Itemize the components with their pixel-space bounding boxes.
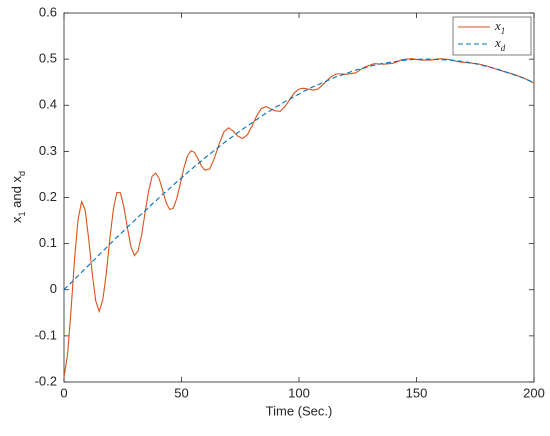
series-line xyxy=(63,58,535,291)
legend-label: x1 xyxy=(494,18,505,36)
x-tick-label: 50 xyxy=(174,385,188,400)
legend-box xyxy=(452,16,532,56)
x-tick-label: 0 xyxy=(60,385,67,400)
y-axis-label: x1 and xd xyxy=(9,171,27,223)
y-tick-label: 0.3 xyxy=(39,143,57,158)
x-axis-label: Time (Sec.) xyxy=(266,403,333,418)
y-tick-label: -0.1 xyxy=(35,327,57,342)
y-tick-label: -0.2 xyxy=(35,373,57,388)
y-tick-label: 0.2 xyxy=(39,189,57,204)
y-tick-label: 0.4 xyxy=(39,97,57,112)
series-line xyxy=(63,58,535,378)
plot-area xyxy=(63,12,535,383)
legend-label: xd xyxy=(494,35,506,53)
y-tick-label: 0.1 xyxy=(39,235,57,250)
x-tick-label: 200 xyxy=(523,385,545,400)
y-tick-label: 0.5 xyxy=(39,51,57,66)
x-tick-label: 100 xyxy=(288,385,310,400)
x-tick-label: 150 xyxy=(406,385,428,400)
y-tick-label: 0.6 xyxy=(39,4,57,19)
y-tick-label: 0 xyxy=(50,281,57,296)
